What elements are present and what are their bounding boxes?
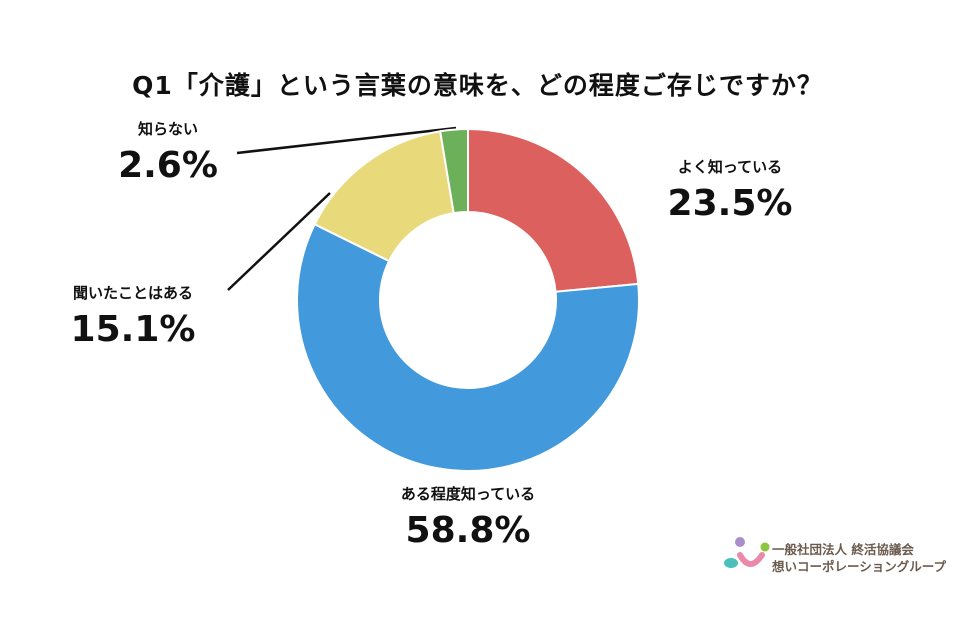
slice-0 [467, 127, 640, 293]
slice-label: 知らない [137, 120, 198, 138]
slice-label: ある程度知っている [400, 485, 536, 503]
leader-line-heard [227, 192, 331, 291]
slice-value: 2.6% [118, 145, 218, 186]
slice-value: 23.5% [667, 183, 793, 224]
label-know-well: よく知っている 23.5% [650, 156, 810, 224]
slice-3 [439, 127, 469, 215]
logo-mark-icon [724, 537, 770, 568]
slice-1 [296, 222, 640, 472]
slice-value: 15.1% [70, 309, 196, 350]
leader-line-unknown [236, 126, 457, 155]
logo-line1: 一般社団法人 終活協議会 [772, 542, 914, 557]
label-unknown: 知らない 2.6% [108, 118, 228, 186]
slice-label: 聞いたことはある [72, 284, 193, 302]
slice-value: 58.8% [405, 510, 531, 551]
label-know-somewhat: ある程度知っている 58.8% [368, 483, 568, 551]
logo-line2: 想いコーポレーショングループ [772, 559, 947, 574]
slice-label: よく知っている [677, 158, 783, 176]
organization-logo: 一般社団法人 終活協議会 想いコーポレーショングループ [722, 535, 946, 575]
label-heard: 聞いたことはある 15.1% [48, 282, 218, 350]
chart-title: Q1「介護」という言葉の意味を、どの程度ご存じですか？ [132, 71, 823, 100]
